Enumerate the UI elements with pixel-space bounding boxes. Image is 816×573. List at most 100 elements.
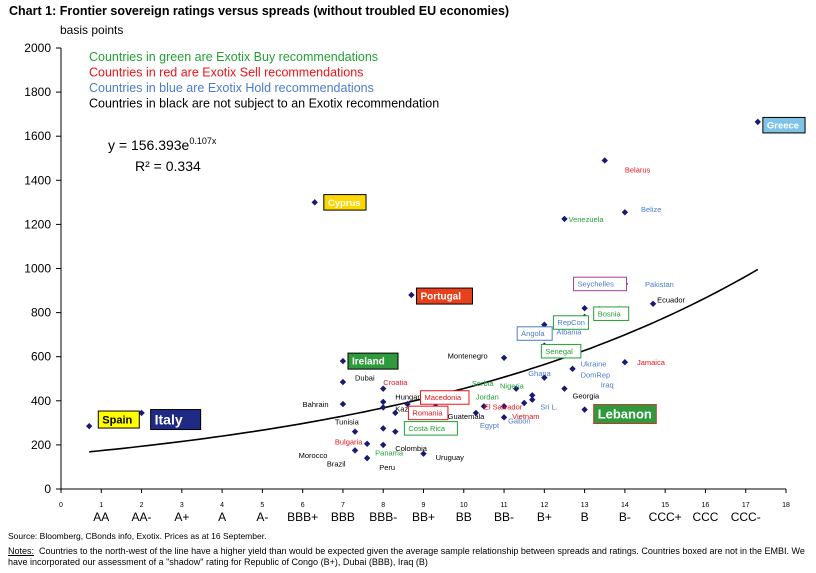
country-label: Bosnia <box>593 306 630 321</box>
data-point <box>621 209 629 216</box>
data-point <box>380 385 387 392</box>
legend-entry: Countries in black are not subject to an… <box>89 97 439 111</box>
rating-label: BBB+ <box>287 510 318 524</box>
label-text: Croatia <box>383 378 408 387</box>
y-tick-label: 1400 <box>24 173 51 187</box>
country-label: DomRep <box>581 370 611 379</box>
legend-entry: Countries in blue are Exotix Hold recomm… <box>89 81 374 95</box>
label-box <box>573 276 628 292</box>
country-label: Georgia <box>573 391 601 400</box>
country-label: Brazil <box>327 460 346 469</box>
label-box <box>552 315 589 330</box>
data-point <box>311 199 318 206</box>
rating-label: CCC- <box>731 510 761 524</box>
country-label: Hungary <box>395 392 424 401</box>
country-label: Ireland <box>347 352 399 370</box>
equation-exponent: 0.107x <box>189 136 217 146</box>
x-tick-label: 5 <box>260 502 264 509</box>
data-point <box>541 374 548 381</box>
data-point <box>561 385 568 392</box>
y-tick-label: 200 <box>31 438 51 452</box>
label-text: Greece <box>767 121 799 132</box>
country-label: Pakistan <box>645 280 674 289</box>
data-point <box>500 354 508 362</box>
data-point <box>363 440 371 447</box>
label-box <box>347 352 399 370</box>
rating-label: A <box>218 510 226 524</box>
rating-label: B+ <box>537 510 552 524</box>
label-text: Macedonia <box>425 393 463 402</box>
country-label: Macedonia <box>420 390 470 405</box>
label-box <box>403 421 458 436</box>
data-point <box>581 406 588 413</box>
rating-label: A- <box>256 510 268 524</box>
country-label: El Salvador <box>484 402 523 411</box>
data-point <box>85 422 93 430</box>
rating-label: BB- <box>494 510 514 524</box>
legend-entry: Countries in red are Exotix Sell recomme… <box>89 66 363 80</box>
label-text: Pakistan <box>645 280 674 289</box>
label-text: El Salvador <box>484 402 523 411</box>
label-box <box>407 405 449 421</box>
label-text: Bosnia <box>598 309 622 318</box>
y-tick-label: 1000 <box>24 262 51 276</box>
country-label: Iraq <box>601 380 614 389</box>
country-label: Montenegro <box>448 352 488 361</box>
y-tick-label: 1600 <box>24 129 51 143</box>
label-text: Hungary <box>395 392 424 401</box>
country-label: Jamaica <box>637 358 666 367</box>
x-tick-label: 6 <box>301 502 305 509</box>
label-text: Costa Rica <box>408 424 446 433</box>
x-tick-label: 16 <box>702 502 710 509</box>
data-point <box>754 118 762 126</box>
country-label: Tunisia <box>335 418 360 427</box>
data-point <box>392 409 399 417</box>
rating-label: CCC+ <box>649 510 682 524</box>
country-label: Vietnam <box>512 412 539 421</box>
label-text: Lebanon <box>598 407 652 422</box>
country-label: Portugal <box>415 287 473 305</box>
label-box <box>593 306 630 321</box>
data-point <box>621 359 629 366</box>
country-label: Ecuador <box>657 295 685 304</box>
x-tick-label: 7 <box>341 502 345 509</box>
label-text: Seychelles <box>578 280 615 289</box>
x-tick-label: 9 <box>422 502 426 509</box>
label-box <box>97 410 140 429</box>
country-label: Albania <box>556 327 582 336</box>
rating-label: AA- <box>132 510 152 524</box>
country-label: Morocco <box>299 451 328 460</box>
regression-equation: y = 156.393e0.107x R² = 0.334 <box>108 136 217 174</box>
x-tick-label: 3 <box>180 502 184 509</box>
rating-label: B- <box>619 510 631 524</box>
rating-label: BBB- <box>369 510 397 524</box>
rating-label: CCC <box>692 510 718 524</box>
svg-text:y = 156.393e0.107x: y = 156.393e0.107x <box>108 136 217 153</box>
x-tick-label: 4 <box>220 502 224 509</box>
x-tick-label: 14 <box>621 502 629 509</box>
label-text: Montenegro <box>448 352 488 361</box>
data-point <box>569 365 576 373</box>
r-squared-text: R² = 0.334 <box>135 158 201 174</box>
data-point <box>500 403 508 410</box>
equation-text: y = 156.393e <box>108 137 190 153</box>
y-tick-label: 600 <box>31 350 51 364</box>
label-box <box>150 409 202 431</box>
data-point <box>480 403 488 410</box>
label-text: Peru <box>379 463 395 472</box>
data-point <box>472 409 480 417</box>
label-text: Ecuador <box>657 295 685 304</box>
data-point <box>649 300 657 307</box>
label-text: RepCon <box>557 318 585 327</box>
label-text: Colombia <box>395 444 428 453</box>
x-tick-label: 11 <box>500 502 507 509</box>
x-tick-label: 1 <box>99 502 103 509</box>
label-text: Belarus <box>625 165 651 174</box>
country-label: Guatemala <box>448 412 486 421</box>
legend: Countries in green are Exotix Buy recomm… <box>89 50 439 111</box>
label-box <box>593 404 657 425</box>
label-text: Georgia <box>573 391 601 400</box>
label-text: Sri L. <box>540 402 558 411</box>
notes-text: Countries to the north-west of the line … <box>8 546 805 567</box>
